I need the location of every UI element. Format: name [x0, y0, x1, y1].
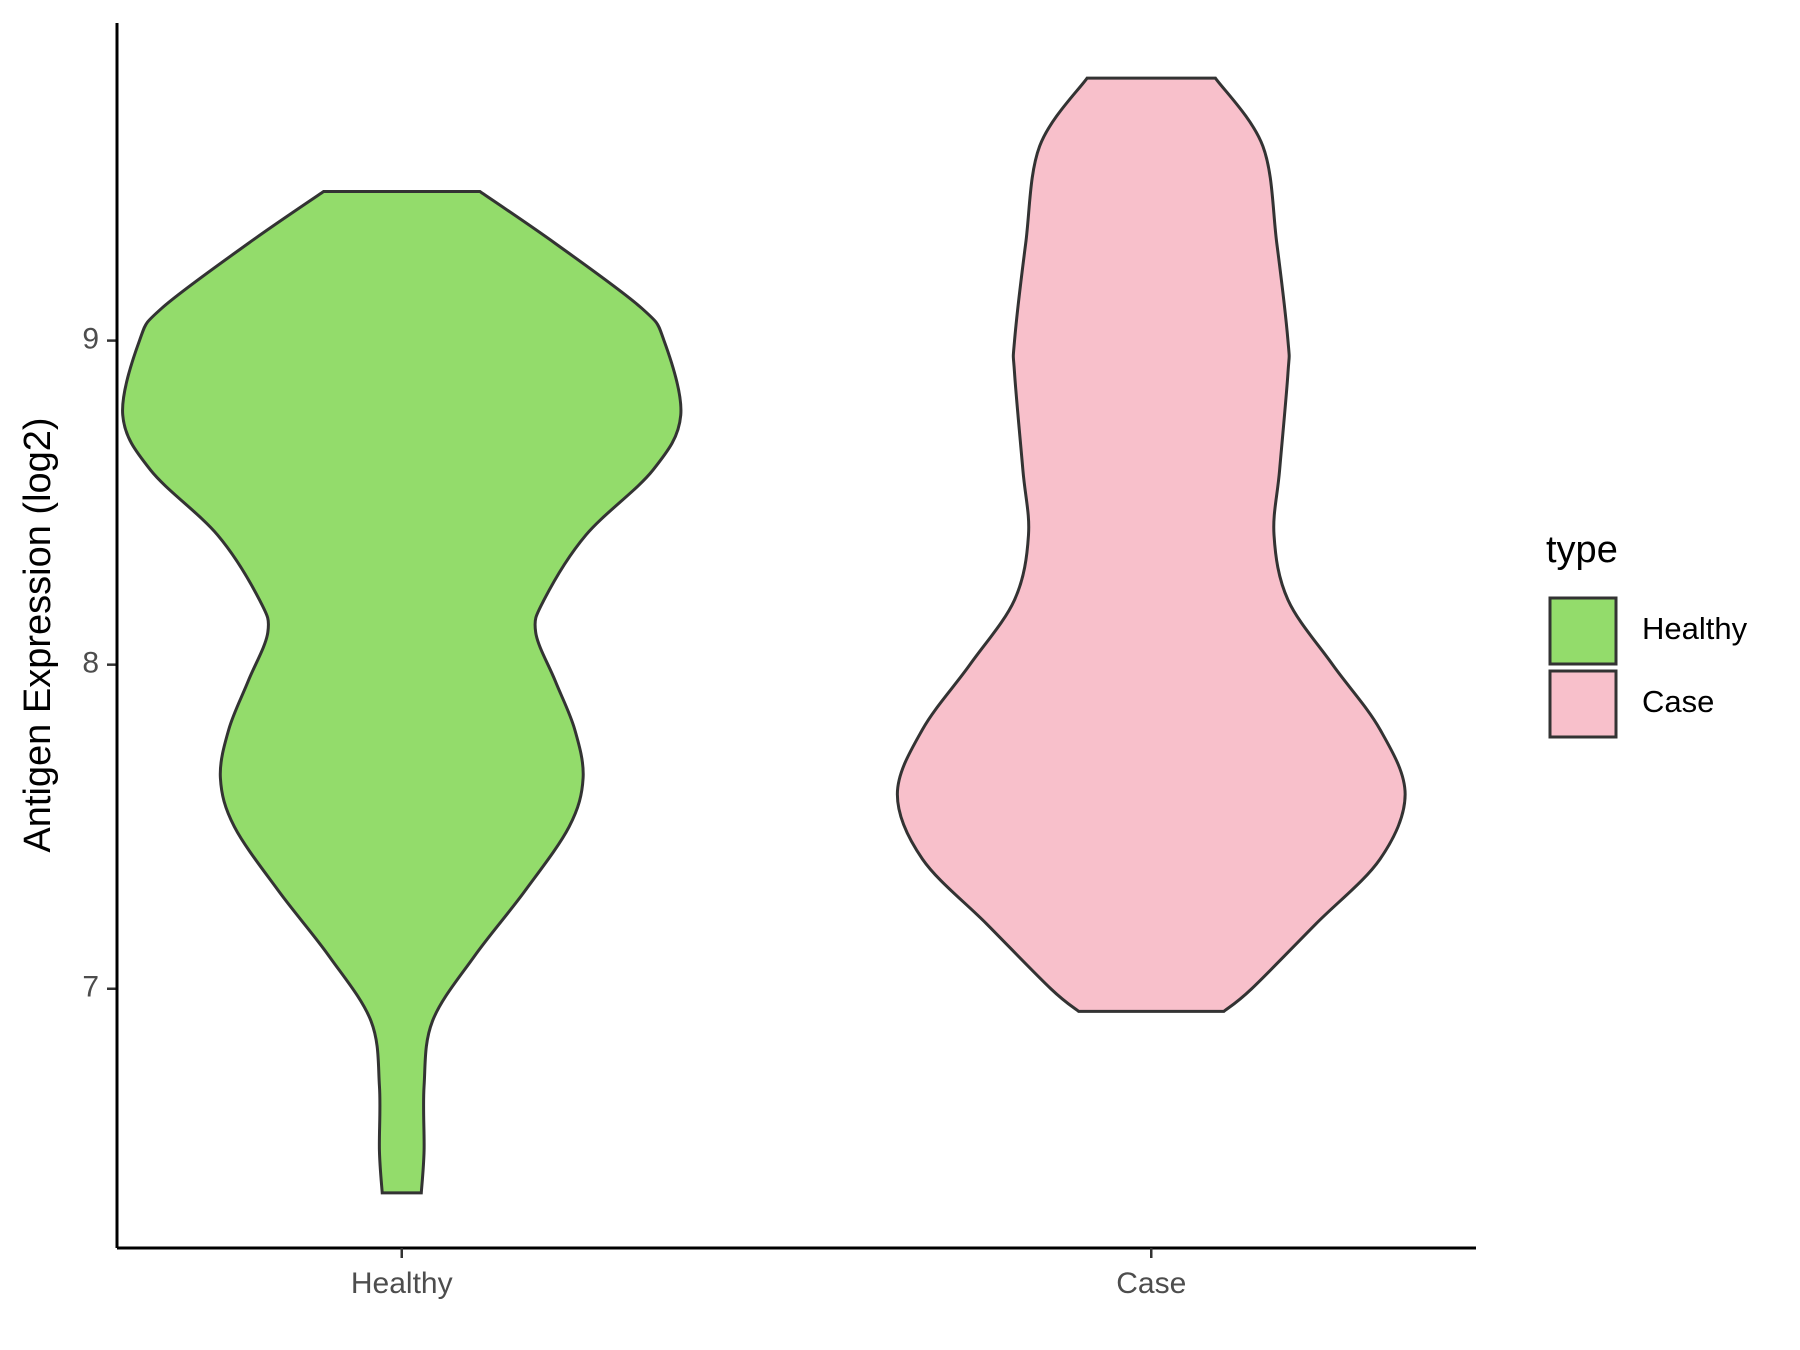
legend-label: Case [1642, 684, 1714, 719]
violin [895, 76, 1407, 1013]
legend-label: Healthy [1642, 611, 1748, 646]
y-axis-label: Antigen Expression (log2) [17, 417, 59, 852]
x-tick-label: Case [1116, 1267, 1186, 1300]
legend-title: type [1546, 529, 1618, 571]
x-tick-label: Healthy [351, 1267, 453, 1300]
legend-key [1548, 669, 1618, 739]
y-tick-label: 7 [82, 971, 99, 1004]
y-tick-label: 9 [82, 323, 99, 356]
violin [121, 190, 683, 1195]
legend-key [1548, 596, 1618, 666]
y-tick-label: 8 [82, 647, 99, 680]
